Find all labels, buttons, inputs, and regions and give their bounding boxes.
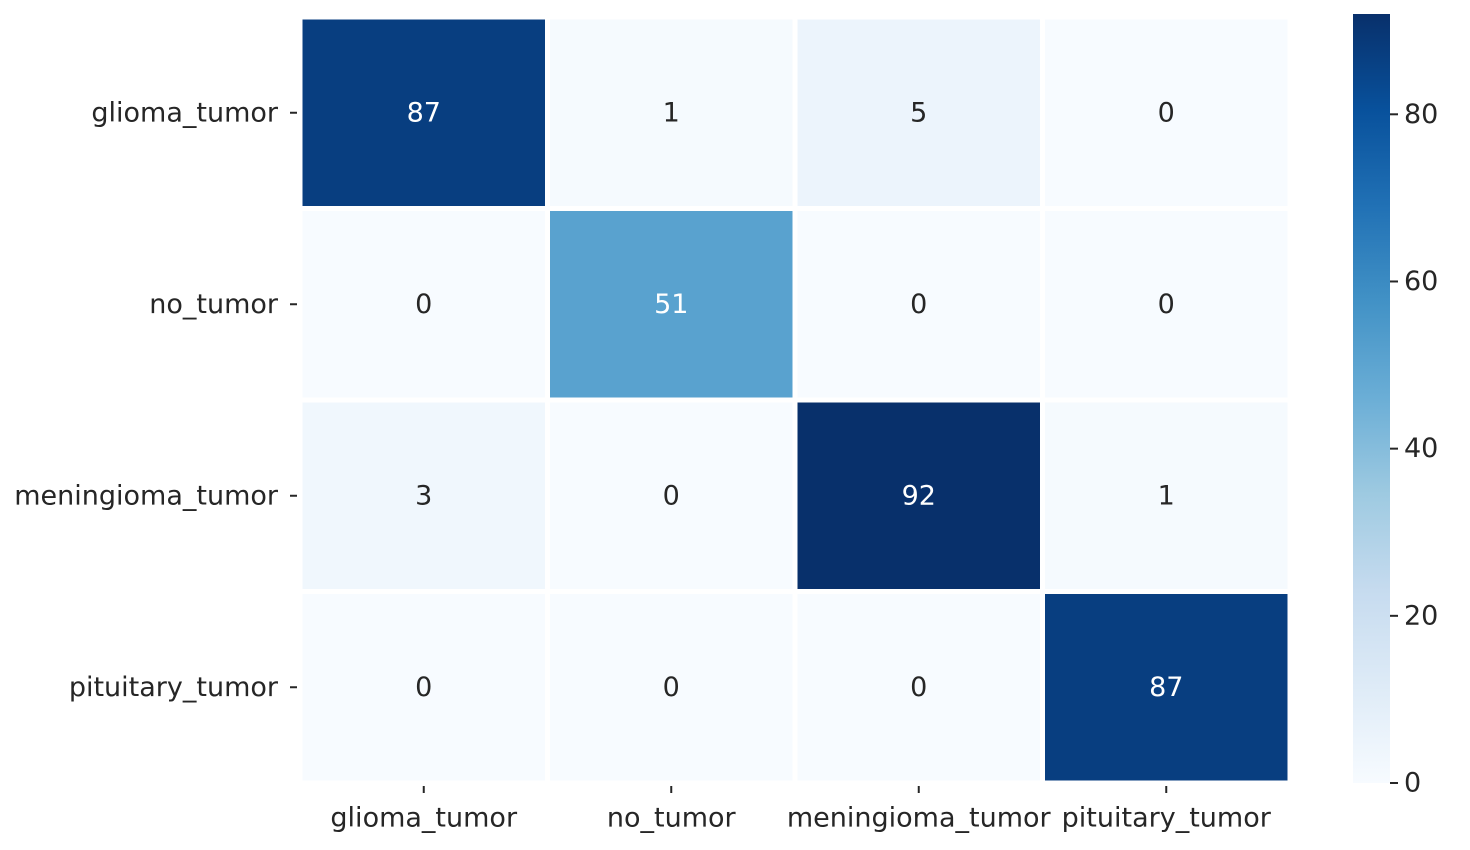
y-tick-label: pituitary_tumor [69,672,279,703]
cell-annotation: 0 [663,672,680,703]
colorbar-tick-label: 60 [1404,266,1438,297]
cell-annotation: 87 [1149,672,1183,703]
y-tick-label: glioma_tumor [91,97,279,128]
y-tick-label: no_tumor [149,289,279,320]
colorbar-tick-label: 20 [1404,600,1438,631]
colorbar-tick-label: 0 [1404,768,1421,799]
cell-annotation: 87 [407,97,441,128]
cell-annotation: 92 [902,480,936,511]
x-tick-label: pituitary_tumor [1062,803,1272,834]
heatmap-cell [1040,206,1293,403]
heatmap-cell [545,14,798,211]
x-axis: glioma_tumor no_tumor meningioma_tumor pitu… [330,786,1272,834]
cell-annotation: 0 [663,480,680,511]
colorbar: 0 20 40 60 80 [1353,14,1438,799]
cell-annotation: 0 [910,672,927,703]
cell-annotation: 0 [1158,97,1175,128]
cell-annotation: 51 [654,289,688,320]
heatmap-cell [297,14,550,211]
cell-annotation: 0 [910,289,927,320]
heatmap-cell [297,589,550,786]
cell-annotation: 1 [1158,480,1175,511]
cell-annotations: 87 1 5 0 0 51 0 0 3 0 92 1 0 0 0 87 [407,97,1184,703]
cell-annotation: 0 [1158,289,1175,320]
heatmap-cell [1040,589,1293,786]
cell-annotation: 1 [663,97,680,128]
cell-annotation: 0 [415,289,432,320]
x-tick-label: no_tumor [607,803,737,834]
x-tick-label: glioma_tumor [330,803,518,834]
colorbar-tick-label: 40 [1404,433,1438,464]
heatmap-cell [545,206,798,403]
cell-annotation: 3 [415,480,432,511]
colorbar-gradient [1353,14,1390,783]
heatmap-cell [545,397,798,594]
heatmap-cells [297,14,1293,786]
y-tick-label: meningioma_tumor [14,480,279,511]
cell-annotation: 5 [910,97,927,128]
heatmap-cell [545,589,798,786]
y-axis: glioma_tumor no_tumor meningioma_tumorpitu… [14,97,297,703]
heatmap-cell [1040,397,1293,594]
heatmap-cell [1040,14,1293,211]
cell-annotation: 0 [415,672,432,703]
colorbar-tick-label: 80 [1404,99,1438,130]
x-tick-label: meningioma_tumor [787,803,1052,834]
